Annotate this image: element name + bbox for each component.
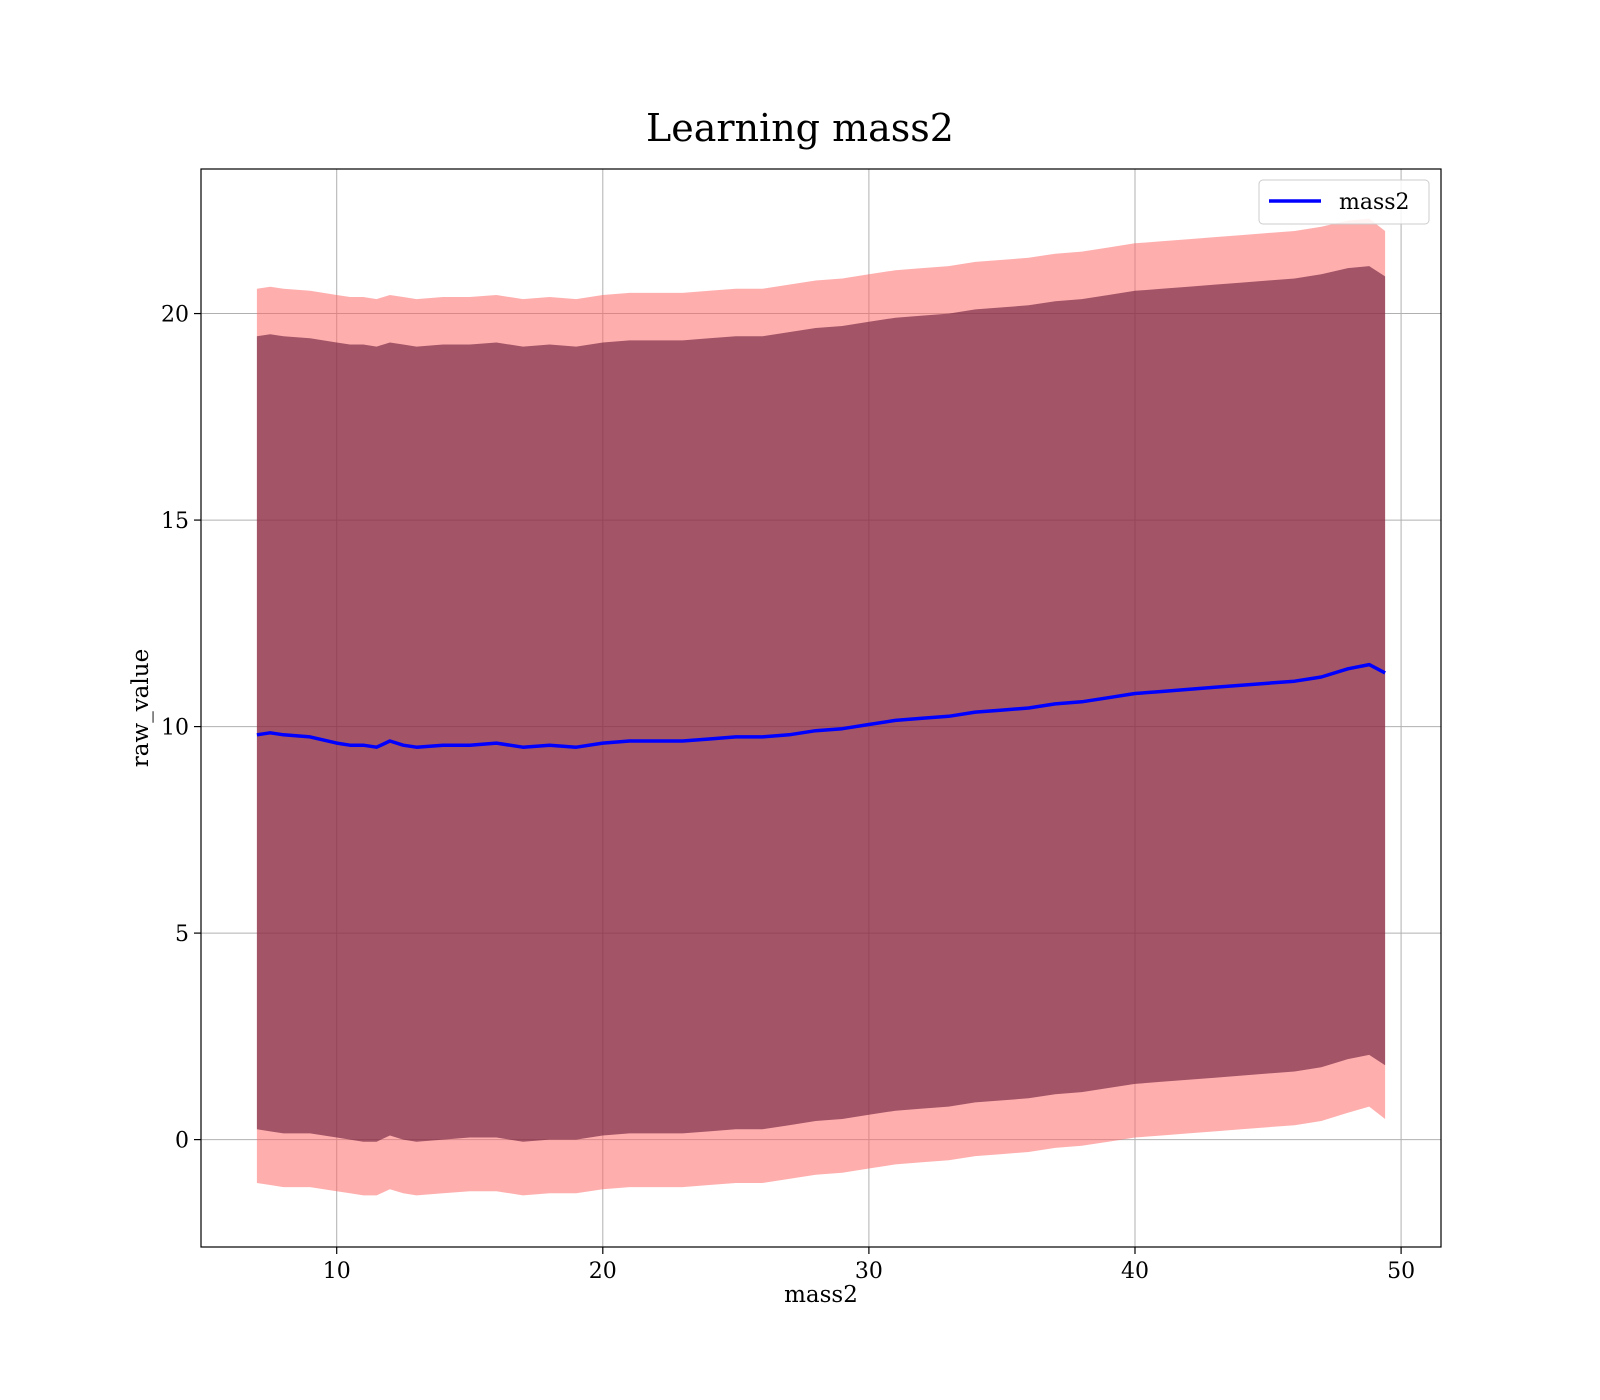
confidence-bands: [256, 218, 1386, 1196]
plot-area: [200, 168, 1442, 1248]
series-lines: [256, 662, 1386, 749]
x-axis-ticks: 10 20 30 40 50: [323, 1247, 1415, 1284]
x-tick-label: 10: [323, 1259, 351, 1284]
series-line-mass2: [256, 662, 1386, 749]
y-tick-label: 5: [175, 922, 189, 947]
legend-box: [1258, 179, 1430, 225]
legend-label: mass2: [1339, 190, 1410, 215]
legend: mass2: [1258, 179, 1430, 225]
y-tick-label: 15: [161, 509, 189, 534]
confidence-band-2: [256, 266, 1386, 1142]
x-tick-label: 40: [1121, 1259, 1149, 1284]
y-tick-label: 20: [161, 303, 189, 328]
x-tick-label: 50: [1387, 1259, 1415, 1284]
y-axis-label: raw_value: [128, 649, 154, 767]
chart-title: Learning mass2: [646, 106, 954, 150]
y-tick-label: 10: [161, 716, 189, 741]
x-tick-label: 30: [855, 1259, 883, 1284]
plot-frame: [200, 168, 1442, 1248]
y-tick-label: 0: [175, 1129, 189, 1154]
x-tick-label: 20: [589, 1259, 617, 1284]
x-axis-label: mass2: [784, 1282, 858, 1308]
y-axis-ticks: 0 5 10 15 20: [161, 303, 201, 1154]
